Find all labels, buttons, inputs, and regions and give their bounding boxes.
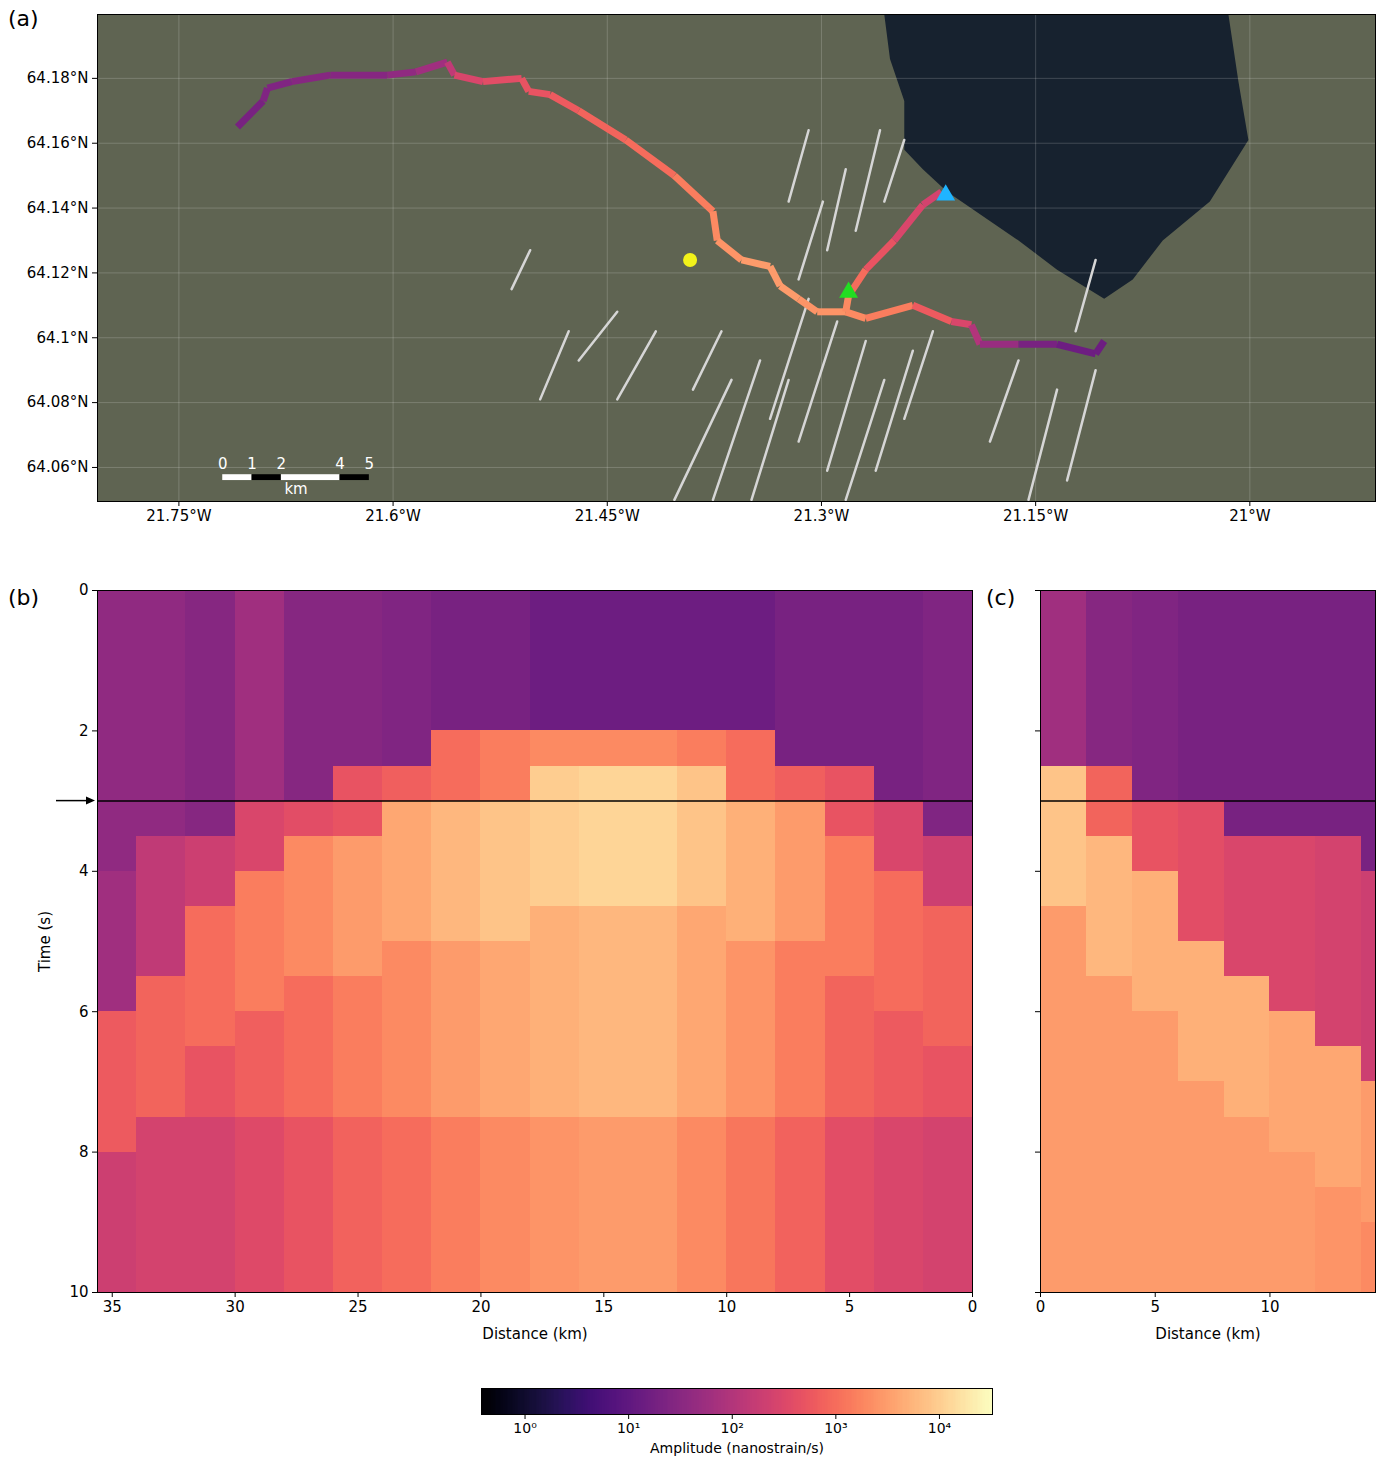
- svg-text:64.14°N: 64.14°N: [27, 199, 89, 217]
- svg-text:10: 10: [1260, 1298, 1279, 1316]
- svg-text:Amplitude (nanostrain/s): Amplitude (nanostrain/s): [650, 1440, 824, 1456]
- svg-text:21.15°W: 21.15°W: [1003, 507, 1068, 525]
- svg-text:Distance (km): Distance (km): [482, 1325, 587, 1343]
- html-text:(b): (b): [8, 585, 40, 610]
- svg-text:10²: 10²: [721, 1420, 744, 1436]
- svg-text:10¹: 10¹: [617, 1420, 640, 1436]
- svg-text:10³: 10³: [824, 1420, 847, 1436]
- svg-text:8: 8: [79, 1143, 89, 1161]
- svg-text:5: 5: [845, 1298, 855, 1316]
- svg-text:64.06°N: 64.06°N: [27, 458, 89, 476]
- svg-text:5: 5: [1150, 1298, 1160, 1316]
- svg-text:21.45°W: 21.45°W: [575, 507, 640, 525]
- svg-text:64.12°N: 64.12°N: [27, 264, 89, 282]
- html-text:(a): (a): [8, 6, 39, 31]
- svg-text:21°W: 21°W: [1229, 507, 1271, 525]
- svg-text:25: 25: [348, 1298, 367, 1316]
- svg-text:0: 0: [79, 581, 89, 599]
- svg-text:21.6°W: 21.6°W: [365, 507, 421, 525]
- svg-text:10⁰: 10⁰: [513, 1420, 537, 1436]
- svg-text:10⁴: 10⁴: [928, 1420, 952, 1436]
- svg-text:4: 4: [79, 862, 89, 880]
- svg-text:64.1°N: 64.1°N: [36, 329, 88, 347]
- svg-text:2: 2: [79, 722, 89, 740]
- svg-text:Distance (km): Distance (km): [1155, 1325, 1260, 1343]
- svg-text:64.18°N: 64.18°N: [27, 69, 89, 87]
- svg-text:4: 4: [335, 455, 345, 473]
- svg-text:21.3°W: 21.3°W: [794, 507, 850, 525]
- svg-text:1: 1: [247, 455, 257, 473]
- svg-text:35: 35: [103, 1298, 122, 1316]
- svg-text:km: km: [284, 480, 307, 498]
- svg-text:6: 6: [79, 1003, 89, 1021]
- svg-text:15: 15: [594, 1298, 613, 1316]
- svg-text:21.75°W: 21.75°W: [146, 507, 211, 525]
- svg-text:10: 10: [717, 1298, 736, 1316]
- svg-text:2: 2: [277, 455, 287, 473]
- svg-text:5: 5: [365, 455, 375, 473]
- svg-text:30: 30: [226, 1298, 245, 1316]
- svg-text:64.08°N: 64.08°N: [27, 393, 89, 411]
- svg-text:10: 10: [69, 1283, 88, 1301]
- html-text:(c): (c): [986, 585, 1016, 610]
- svg-text:Time (s): Time (s): [36, 911, 54, 973]
- svg-text:0: 0: [1036, 1298, 1046, 1316]
- svg-text:64.16°N: 64.16°N: [27, 134, 89, 152]
- svg-text:20: 20: [471, 1298, 490, 1316]
- svg-text:0: 0: [218, 455, 228, 473]
- svg-text:0: 0: [968, 1298, 978, 1316]
